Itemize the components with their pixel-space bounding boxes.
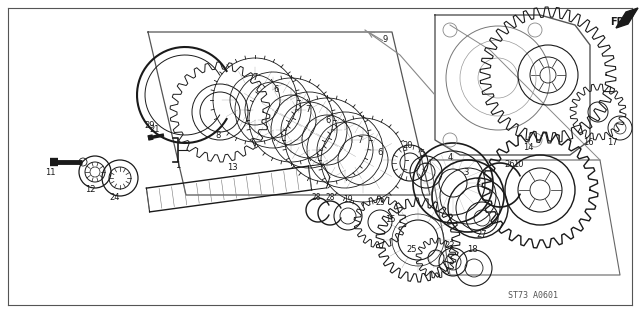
Text: 28: 28 (325, 193, 335, 202)
Text: 18: 18 (467, 245, 477, 254)
Text: 19: 19 (343, 195, 353, 204)
Text: 25: 25 (407, 245, 417, 254)
Text: 6: 6 (325, 116, 331, 125)
Text: 27: 27 (477, 230, 487, 239)
Polygon shape (616, 8, 638, 28)
Text: 6: 6 (378, 148, 383, 157)
Text: 7: 7 (252, 73, 258, 82)
Text: 3: 3 (463, 168, 468, 177)
Text: 15: 15 (385, 215, 396, 224)
Text: 17: 17 (607, 138, 618, 147)
Text: 20: 20 (403, 141, 413, 150)
Text: 10: 10 (513, 160, 524, 169)
Text: 2: 2 (476, 178, 481, 187)
Text: 6: 6 (273, 85, 278, 94)
Text: 28: 28 (311, 193, 321, 202)
Text: 13: 13 (227, 163, 237, 172)
Text: 21: 21 (150, 126, 160, 134)
Text: 14: 14 (523, 143, 533, 152)
Text: 24: 24 (109, 193, 120, 202)
Text: 29: 29 (145, 121, 156, 130)
Text: 11: 11 (45, 168, 55, 177)
Text: 7: 7 (357, 136, 363, 145)
Text: 4: 4 (447, 153, 452, 162)
Text: ST73 A0601: ST73 A0601 (508, 290, 558, 300)
Text: 5: 5 (419, 149, 424, 158)
Text: 12: 12 (84, 185, 95, 194)
Text: 9: 9 (382, 35, 388, 44)
Text: 1: 1 (175, 161, 180, 170)
Text: 16: 16 (582, 138, 593, 147)
Text: 23: 23 (375, 198, 385, 207)
Text: 7: 7 (305, 105, 310, 114)
Text: 26: 26 (505, 160, 515, 169)
Text: FR.: FR. (610, 17, 628, 27)
Text: 22: 22 (445, 241, 455, 250)
Text: 8: 8 (215, 131, 221, 139)
